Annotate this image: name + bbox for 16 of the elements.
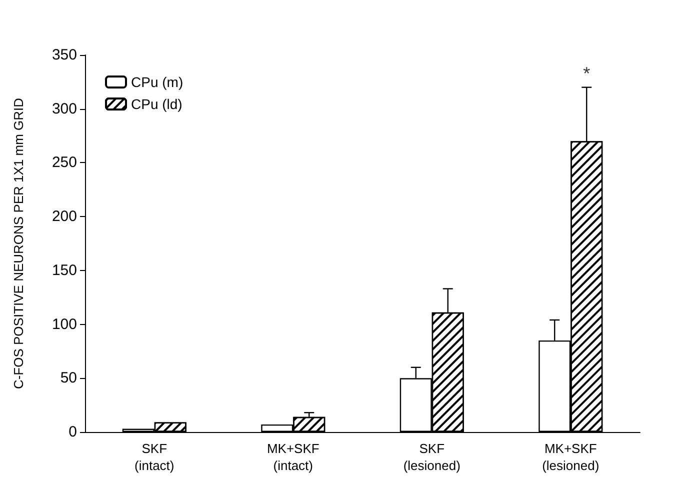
y-tick-label: 200 — [52, 208, 77, 226]
x-tick-label: MK+SKF (intact) — [266, 441, 320, 473]
y-tick-label: 150 — [52, 262, 77, 279]
x-tick-label: SKF (intact) — [134, 441, 174, 473]
y-tick-label: 100 — [52, 316, 77, 333]
x-tick-label: MK+SKF (lesioned) — [542, 441, 600, 473]
legend-label: CPu (m) — [131, 74, 184, 90]
y-tick-label: 250 — [52, 154, 77, 172]
y-tick-label: 350 — [52, 46, 77, 64]
x-tick-label: SKF (lesioned) — [403, 441, 460, 473]
y-tick-label: 50 — [60, 370, 77, 387]
y-axis-title: C-FOS POSITIVE NEURONS PER 1X1 mm GRID — [11, 98, 26, 390]
annotation: * — [583, 63, 590, 84]
y-tick-label: 300 — [52, 100, 77, 118]
y-tick-label: 0 — [68, 424, 77, 440]
legend-label: CPu (ld) — [131, 96, 182, 112]
